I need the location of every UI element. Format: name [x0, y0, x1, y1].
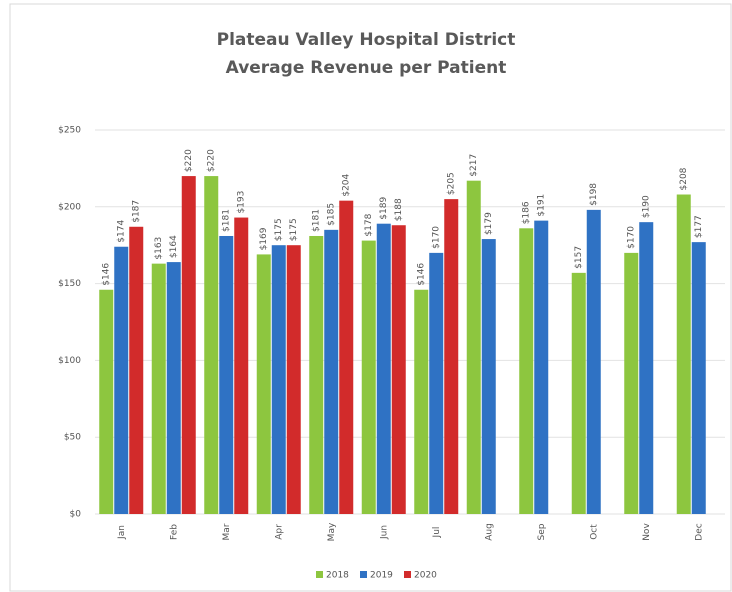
bar [691, 242, 706, 515]
bar [481, 239, 496, 514]
value-label: $164 [169, 235, 179, 258]
bar [676, 194, 691, 514]
y-tick-label: $150 [58, 279, 81, 289]
bar [114, 246, 129, 514]
chart-title: Plateau Valley Hospital District [217, 30, 516, 50]
bar [256, 254, 271, 514]
bar [466, 180, 481, 515]
value-label: $170 [627, 226, 637, 249]
x-tick-label: Nov [642, 523, 652, 541]
value-label: $198 [589, 183, 599, 206]
bar [166, 262, 181, 514]
legend-label: 2018 [326, 571, 349, 581]
value-label: $205 [447, 172, 457, 195]
value-label: $193 [237, 191, 247, 214]
x-tick-label: Jan [117, 525, 127, 540]
value-label: $220 [207, 149, 217, 172]
bar [324, 229, 339, 514]
value-label: $175 [289, 218, 299, 241]
value-label: $217 [469, 154, 479, 177]
bar [519, 228, 534, 514]
x-tick-label: Mar [222, 523, 232, 540]
bar [309, 235, 324, 514]
value-label: $179 [484, 212, 494, 235]
chart-subtitle: Average Revenue per Patient [226, 58, 507, 78]
value-label: $191 [537, 194, 547, 217]
bar [129, 226, 144, 514]
value-label: $181 [312, 209, 322, 232]
legend-swatch [360, 571, 367, 578]
legend-swatch [404, 571, 411, 578]
bar [204, 176, 219, 514]
bar [414, 289, 429, 514]
value-label: $170 [432, 226, 442, 249]
legend-label: 2019 [370, 571, 393, 581]
value-label: $146 [417, 263, 427, 286]
value-label: $169 [259, 227, 269, 250]
value-label: $188 [394, 198, 404, 221]
x-tick-label: Dec [694, 523, 704, 540]
value-label: $146 [102, 263, 112, 286]
x-tick-label: Jun [379, 525, 389, 540]
value-label: $187 [132, 200, 142, 223]
value-label: $185 [327, 203, 337, 226]
x-tick-label: May [327, 522, 337, 541]
x-tick-label: Sep [537, 523, 547, 540]
bar [286, 245, 301, 514]
x-tick-label: Aug [484, 523, 494, 541]
value-label: $163 [154, 237, 164, 260]
bar [571, 272, 586, 514]
bar [391, 225, 406, 514]
x-tick-label: Feb [169, 524, 179, 540]
bar [624, 252, 639, 514]
x-tick-label: Jul [432, 527, 442, 539]
value-label: $177 [694, 215, 704, 238]
y-tick-label: $0 [70, 510, 82, 520]
bar [181, 176, 196, 514]
x-tick-label: Apr [274, 524, 284, 540]
bar [444, 199, 459, 514]
bar [339, 200, 354, 514]
value-label: $175 [274, 218, 284, 241]
bar [534, 220, 549, 514]
legend-label: 2020 [414, 571, 437, 581]
bar [429, 252, 444, 514]
y-tick-label: $200 [58, 202, 81, 212]
bar [376, 223, 391, 515]
value-label: $204 [342, 173, 352, 196]
value-label: $208 [679, 167, 689, 190]
y-tick-label: $50 [64, 433, 81, 443]
value-label: $189 [379, 197, 389, 220]
value-label: $174 [117, 220, 127, 243]
legend-swatch [316, 571, 323, 578]
bar [99, 289, 114, 514]
value-label: $157 [574, 246, 584, 269]
y-tick-label: $100 [58, 356, 81, 366]
bar [639, 222, 654, 514]
value-label: $190 [642, 195, 652, 218]
value-label: $178 [364, 213, 374, 236]
bar [271, 245, 286, 514]
bar [219, 235, 234, 514]
value-label: $220 [184, 149, 194, 172]
x-tick-label: Oct [589, 524, 599, 540]
bar [151, 263, 166, 514]
value-label: $186 [522, 201, 532, 224]
bar [586, 209, 601, 514]
bar [234, 217, 249, 514]
y-tick-label: $250 [58, 126, 81, 136]
value-label: $181 [222, 209, 232, 232]
bar [361, 240, 376, 515]
